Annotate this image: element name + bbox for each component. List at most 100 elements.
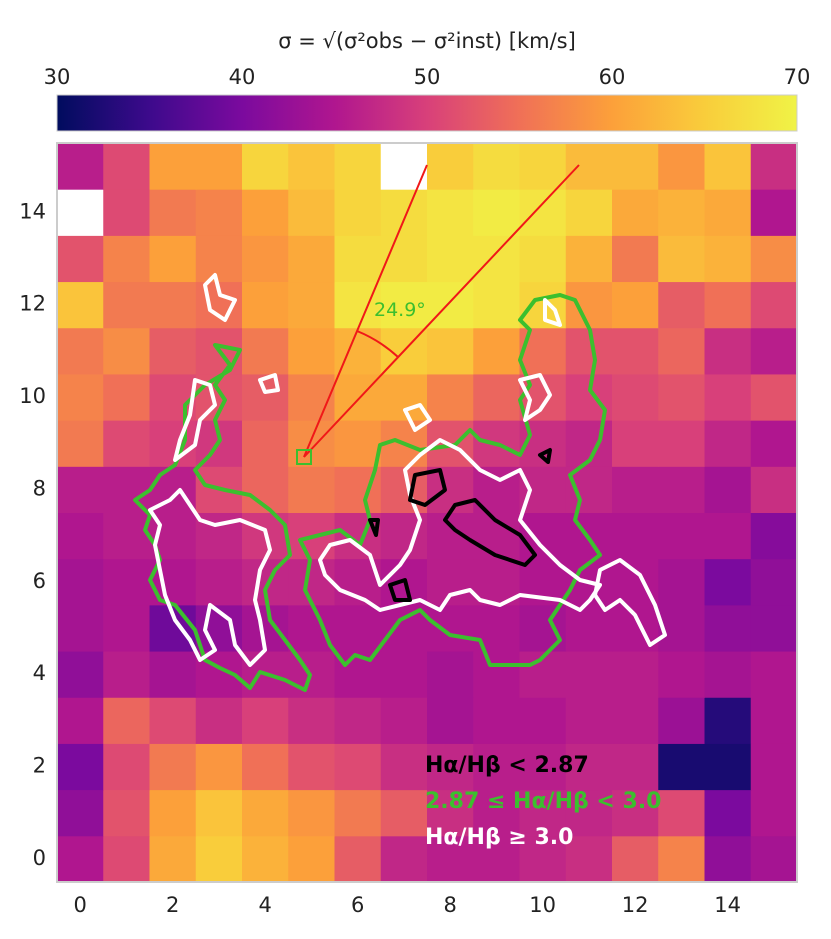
y-tick-label: 10 — [19, 384, 46, 408]
heatmap-cell — [380, 189, 428, 236]
contour — [173, 378, 217, 462]
heatmap-cell — [658, 512, 705, 560]
heatmap-cell — [427, 789, 474, 837]
heatmap-cell — [565, 143, 613, 190]
contour — [408, 468, 447, 507]
heatmap-cell — [565, 697, 613, 744]
heatmap-cell — [750, 281, 798, 329]
heatmap-cell — [427, 466, 474, 513]
heatmap-cell — [473, 327, 520, 375]
heatmap-cell — [103, 512, 150, 560]
heatmap-cell — [149, 743, 197, 791]
contour — [443, 498, 537, 567]
heatmap-cell — [612, 373, 659, 421]
heatmap-cell — [658, 466, 705, 513]
heatmap-cell — [103, 143, 150, 190]
heatmap-cell — [473, 143, 520, 190]
heatmap-cell — [427, 143, 474, 190]
heatmap-cell — [334, 373, 382, 421]
heatmap-cell — [149, 420, 197, 467]
heatmap-cell — [57, 327, 104, 375]
x-tick-label: 6 — [351, 893, 364, 917]
colorbar-tick-label: 30 — [44, 65, 71, 89]
heatmap-cell — [750, 604, 798, 652]
heatmap-cell — [242, 743, 289, 791]
heatmap-cell — [704, 143, 752, 190]
heatmap-cell — [750, 327, 798, 375]
heatmap-cell — [658, 189, 705, 236]
heatmap-cell — [704, 281, 752, 329]
legend-label: Hα/Hβ < 2.87 — [425, 753, 589, 778]
heatmap-cell — [57, 697, 104, 744]
colorbar-tick-label: 40 — [229, 65, 256, 89]
heatmap-cell — [334, 743, 382, 791]
x-tick-label: 14 — [714, 893, 741, 917]
heatmap-cell — [103, 558, 150, 606]
heatmap-cell — [612, 835, 659, 883]
heatmap-cell — [242, 281, 289, 329]
y-tick-label: 12 — [19, 292, 46, 316]
heatmap-cell — [704, 189, 752, 236]
heatmap-cell — [750, 558, 798, 606]
x-tick-label: 4 — [258, 893, 271, 917]
heatmap-cell — [519, 235, 567, 283]
heatmap-cell — [612, 789, 659, 837]
heatmap-cell — [704, 420, 752, 467]
heatmap-cell — [427, 651, 474, 698]
heatmap-cell — [565, 235, 613, 283]
heatmap-cell — [288, 789, 335, 837]
heatmap-cell — [519, 143, 567, 190]
heatmap-cell — [334, 235, 382, 283]
heatmap-cell — [57, 835, 104, 883]
plot-frame — [56, 142, 798, 883]
heatmap-cell — [57, 604, 104, 652]
heatmap-cell — [149, 697, 197, 744]
heatmap-cell — [288, 143, 335, 190]
colorbar-tick-label: 70 — [784, 65, 811, 89]
y-tick-label: 8 — [33, 476, 46, 500]
heatmap-cell — [427, 604, 474, 652]
heatmap-cell — [612, 743, 659, 791]
heatmap-cell — [288, 743, 335, 791]
heatmap-cell — [565, 743, 613, 791]
heatmap-cell — [750, 835, 798, 883]
legend-label: Hα/Hβ ≥ 3.0 — [425, 825, 573, 850]
heatmap-cell — [519, 697, 567, 744]
contour — [538, 448, 552, 464]
heatmap-cell — [288, 466, 335, 513]
heatmap-cell — [612, 697, 659, 744]
heatmap-cell — [612, 420, 659, 467]
heatmap-cell — [473, 697, 520, 744]
heatmap-cell — [427, 235, 474, 283]
heatmap-cell — [242, 189, 289, 236]
heatmap-cell — [242, 789, 289, 837]
y-tick-label: 14 — [19, 199, 46, 223]
heatmap-cell — [149, 327, 197, 375]
heatmap-cell — [704, 327, 752, 375]
heatmap-cell — [473, 281, 520, 329]
contour — [403, 403, 432, 432]
heatmap-cell — [288, 835, 335, 883]
heatmap-cell — [380, 789, 428, 837]
heatmap-cell — [288, 373, 335, 421]
heatmap-cell — [519, 789, 567, 837]
heatmap-cell — [149, 789, 197, 837]
heatmap-cell — [57, 373, 104, 421]
heatmap-cell — [195, 789, 243, 837]
heatmap-cell — [612, 466, 659, 513]
heatmap-cell — [334, 789, 382, 837]
heatmap-cell — [427, 373, 474, 421]
angle-arc — [356, 330, 399, 358]
heatmap-cell — [57, 466, 104, 513]
heatmap-cell — [103, 789, 150, 837]
y-tick-label: 0 — [33, 846, 46, 870]
heatmap-cell — [288, 327, 335, 375]
heatmap-cell — [427, 558, 474, 606]
colorbar — [56, 94, 798, 132]
heatmap-cell — [750, 143, 798, 190]
heatmap-cell — [103, 604, 150, 652]
heatmap-cell — [427, 835, 474, 883]
x-tick-label: 10 — [529, 893, 556, 917]
heatmap-cell — [103, 281, 150, 329]
heatmap-cell — [103, 420, 150, 467]
